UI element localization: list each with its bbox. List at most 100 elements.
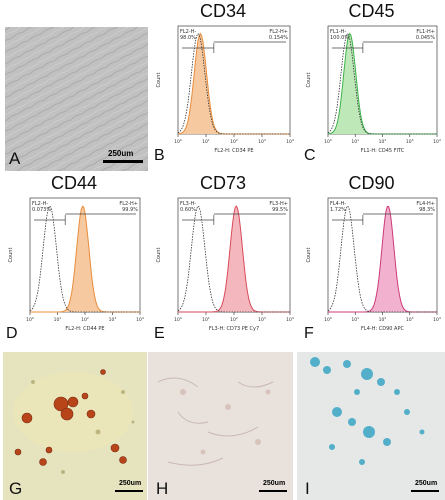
x-tick-label: 100 <box>174 316 182 323</box>
adipogenic-stain-image <box>3 352 147 500</box>
x-tick-label: 101 <box>351 316 359 323</box>
y-axis-label: Count <box>306 248 312 263</box>
gate-right-percent: 99.5% <box>272 207 288 213</box>
micrograph-g: G 250um <box>3 352 147 500</box>
histogram-panel-e: CD73 E Count FL3-H: CD73 PE Cy7 100 101 102 103… <box>148 172 298 350</box>
x-tick-label: 104 <box>286 316 294 323</box>
x-tick-label: 104 <box>286 138 294 145</box>
histogram-line <box>178 205 290 313</box>
histogram-svg: Count FL4-H: CD90 APC 100 101 102 103 104 FL4-H… <box>306 197 441 332</box>
isotype-control-line <box>29 205 140 313</box>
histogram-panel-f: CD90 F Count FL4-H: CD90 APC 100 101 102 103 104… <box>298 172 445 350</box>
histogram-fill <box>178 206 290 312</box>
micrograph-i: I 250um <box>297 352 445 500</box>
x-tick-label: 102 <box>379 138 387 145</box>
scale-text-a: 250um <box>108 149 134 158</box>
gate-left-label: FL2-H- <box>32 201 48 207</box>
gate-right-label: FL1-H+ <box>416 29 435 35</box>
histogram-svg: Count FL2-H: CD44 PE 100 101 102 103 104 FL2-H-… <box>8 197 144 332</box>
histogram-fill <box>328 206 437 312</box>
histogram-panel-c: CD45 C Count FL1-H: CD45 FITC 100 101 102 103 10… <box>298 0 445 172</box>
gate-right-label: FL2-H+ <box>269 29 288 35</box>
x-tick-label: 102 <box>81 316 89 323</box>
gate-left-label: FL2-H- <box>180 29 196 35</box>
histogram-title: CD34 <box>199 1 247 21</box>
gate-left-label: FL4-H- <box>330 201 346 207</box>
histogram-title: CD45 <box>348 1 395 21</box>
histogram-panel-b: CD34 B Count FL2-H: CD34 PE 100 101 102 103 104 F… <box>148 0 298 172</box>
panel-label-g: G <box>9 479 23 498</box>
histogram-svg: Count FL1-H: CD45 FITC 100 101 102 103 104 FL1-… <box>306 25 441 154</box>
scale-text-h: 250um <box>263 480 286 487</box>
histogram-title: CD44 <box>50 173 98 193</box>
scale-text-g: 250um <box>119 480 142 487</box>
gate-right-percent: 98.3% <box>419 207 435 213</box>
histogram-fill <box>178 33 290 134</box>
histogram-fill <box>328 33 437 134</box>
x-tick-label: 104 <box>433 138 441 145</box>
gate-right-label: FL2-H+ <box>119 201 138 207</box>
scale-bar-h <box>259 490 287 492</box>
x-tick-label: 102 <box>230 138 238 145</box>
gate-left-percent: 0.60% <box>180 207 196 213</box>
gate-left-label: FL1-H- <box>330 29 346 35</box>
histogram-svg: Count FL2-H: CD34 PE 100 101 102 103 104 FL2-H-… <box>156 25 294 154</box>
panel-label: C <box>304 147 316 164</box>
y-axis-label: Count <box>8 248 14 263</box>
y-axis-label: Count <box>156 73 162 88</box>
y-axis-label: Count <box>306 73 312 88</box>
histogram-panel-d: CD44 D Count FL2-H: CD44 PE 100 101 102 103 104 F… <box>0 172 148 350</box>
panel-label: B <box>154 147 165 164</box>
x-tick-label: 104 <box>433 316 441 323</box>
x-tick-label: 101 <box>351 138 359 145</box>
x-axis-label: FL1-H: CD45 FITC <box>361 148 405 154</box>
gate-right-label: FL3-H+ <box>269 201 288 207</box>
scale-bar-a <box>103 160 143 163</box>
scale-bar-g <box>115 490 143 492</box>
gate-right-percent: 0.045% <box>416 35 435 41</box>
histogram-svg: Count FL3-H: CD73 PE Cy7 100 101 102 103 104 FL… <box>156 197 294 332</box>
x-tick-label: 101 <box>202 316 210 323</box>
scale-bar-i <box>411 490 439 492</box>
scale-text-i: 250um <box>415 480 438 487</box>
x-tick-label: 101 <box>54 316 62 323</box>
x-tick-label: 102 <box>379 316 387 323</box>
x-axis-label: FL2-H: CD44 PE <box>65 326 104 332</box>
histogram-title: CD90 <box>348 173 395 193</box>
gate-right-percent: 99.9% <box>122 207 138 213</box>
x-tick-label: 103 <box>109 316 117 323</box>
gate-left-percent: 98.0% <box>180 35 196 41</box>
x-tick-label: 100 <box>324 316 332 323</box>
panel-label: E <box>154 325 165 342</box>
histogram-fill <box>30 206 140 312</box>
x-tick-label: 104 <box>136 316 144 323</box>
x-tick-label: 103 <box>258 316 266 323</box>
panel-label-a: A <box>9 149 21 168</box>
chondrogenic-stain-image <box>297 352 445 500</box>
gate-left-label: FL3-H- <box>180 201 196 207</box>
x-axis-label: FL3-H: CD73 PE Cy7 <box>209 326 259 332</box>
histogram-line <box>177 32 290 135</box>
y-axis-label: Count <box>156 248 162 263</box>
cell-culture-image <box>5 27 148 171</box>
x-tick-label: 102 <box>230 316 238 323</box>
x-tick-label: 101 <box>202 138 210 145</box>
micrograph-h: H 250um <box>148 352 293 500</box>
gate-right-label: FL4-H+ <box>416 201 435 207</box>
gate-left-percent: 100.0% <box>330 35 349 41</box>
x-tick-label: 100 <box>26 316 34 323</box>
histogram-title: CD73 <box>199 173 247 193</box>
panel-label-i: I <box>305 479 310 498</box>
isotype-control-line <box>327 205 437 313</box>
gate-left-percent: 1.72% <box>330 207 346 213</box>
x-tick-label: 103 <box>406 316 414 323</box>
gate-right-percent: 0.154% <box>269 35 288 41</box>
x-tick-label: 103 <box>406 138 414 145</box>
panel-label-h: H <box>156 479 169 498</box>
panel-label: D <box>6 325 18 342</box>
x-tick-label: 103 <box>258 138 266 145</box>
panel-label: F <box>304 325 314 342</box>
micrograph-a: A 250um <box>5 27 148 171</box>
isotype-control-line <box>327 32 437 135</box>
gate-left-percent: 0.073% <box>32 207 51 213</box>
